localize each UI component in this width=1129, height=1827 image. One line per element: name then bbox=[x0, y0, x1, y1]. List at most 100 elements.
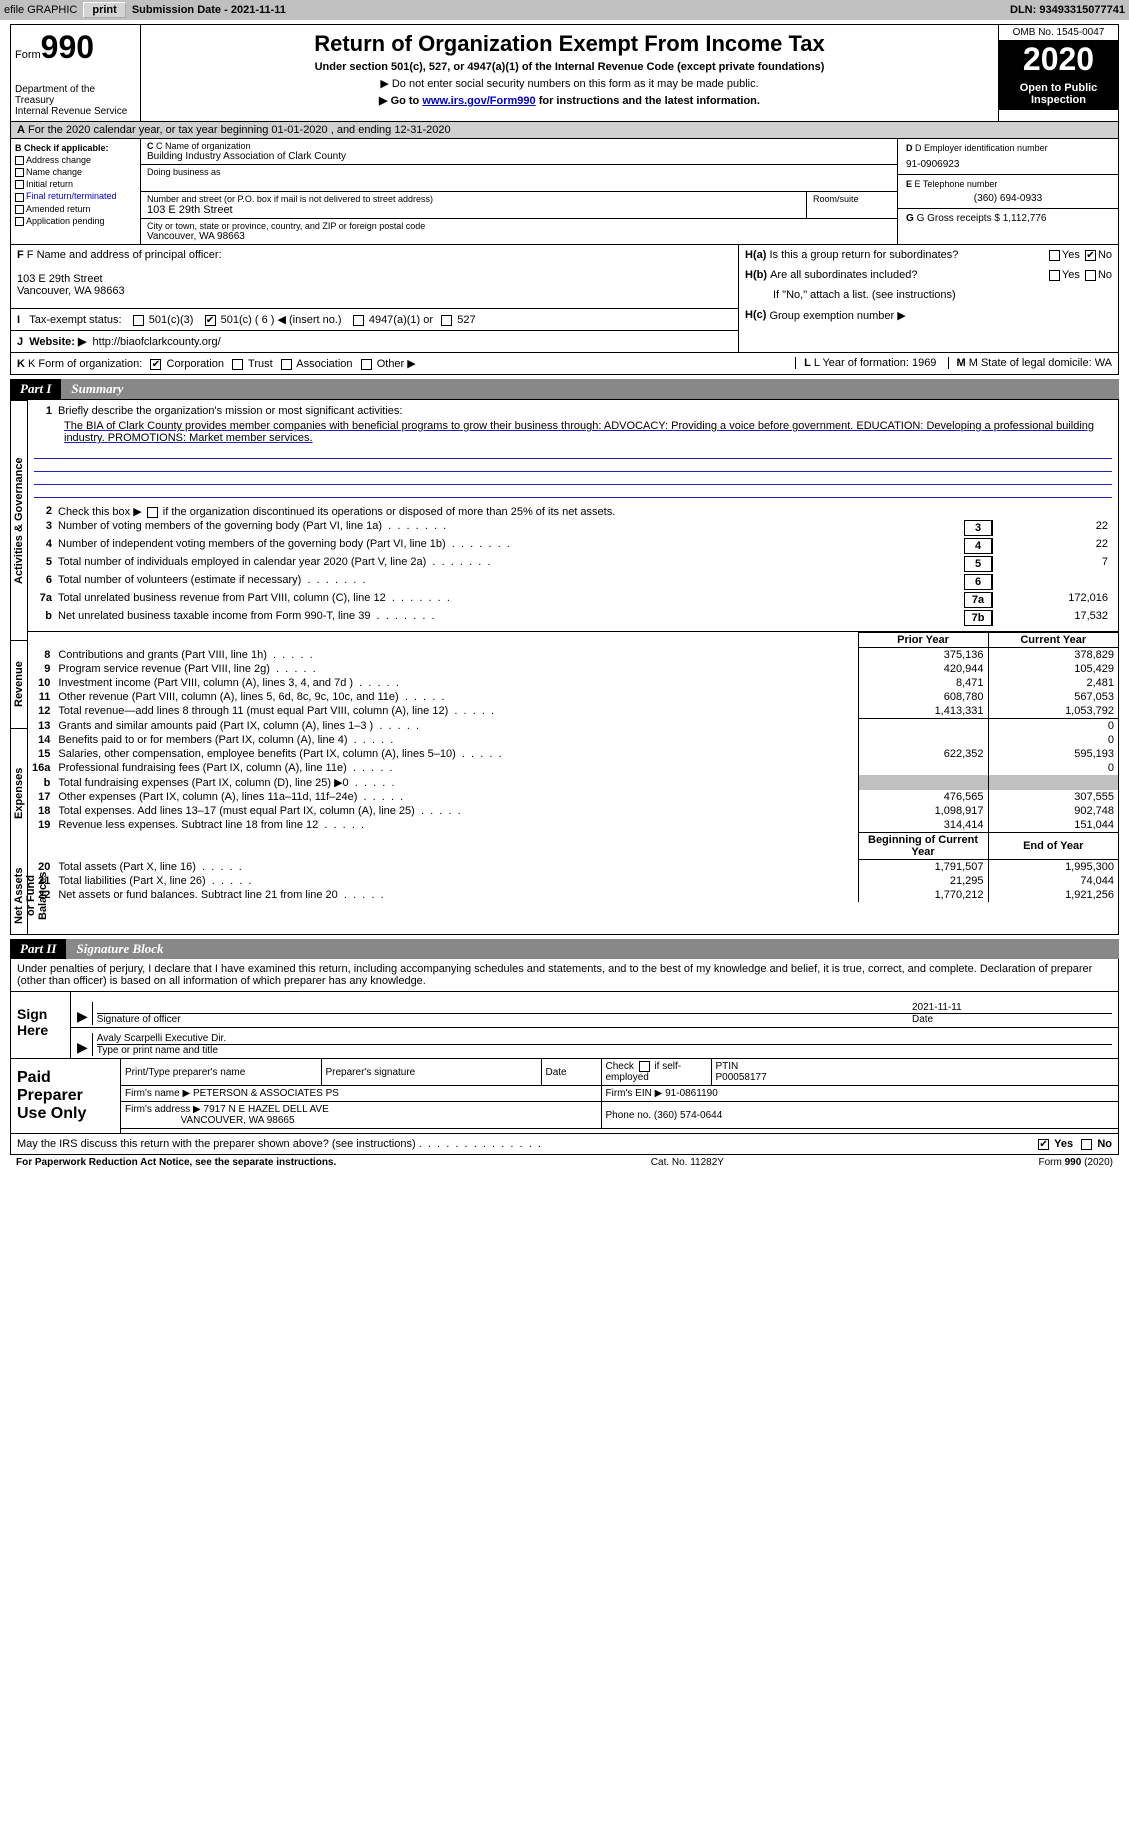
chk-discuss-no[interactable] bbox=[1081, 1139, 1092, 1150]
form-title-block: Return of Organization Exempt From Incom… bbox=[141, 25, 998, 121]
ha-label: Is this a group return for subordinates? bbox=[769, 249, 958, 261]
street-label: Number and street (or P.O. box if mail i… bbox=[147, 194, 800, 204]
fin-row: 10Investment income (Part VIII, column (… bbox=[28, 676, 1118, 690]
form-title: Return of Organization Exempt From Incom… bbox=[151, 31, 988, 57]
chk-ha-no[interactable] bbox=[1085, 250, 1096, 261]
firm-name-label: Firm's name ▶ bbox=[125, 1088, 190, 1099]
fin-row: 16aProfessional fundraising fees (Part I… bbox=[28, 761, 1118, 775]
firm-ein: 91-0861190 bbox=[665, 1088, 718, 1099]
chk-address-change[interactable]: Address change bbox=[15, 155, 136, 165]
footer-right: Form 990 (2020) bbox=[1039, 1157, 1113, 1168]
chk-corp[interactable] bbox=[150, 359, 161, 370]
section-b-label: B Check if applicable: bbox=[15, 143, 109, 153]
tax-year: 2020 bbox=[999, 41, 1118, 78]
omb-number: OMB No. 1545-0047 bbox=[999, 25, 1118, 41]
prep-self-label: Check bbox=[606, 1061, 634, 1072]
fin-row: 11Other revenue (Part VIII, column (A), … bbox=[28, 690, 1118, 704]
chk-hb-no[interactable] bbox=[1085, 270, 1096, 281]
sig-officer-label: Signature of officer bbox=[97, 1014, 912, 1025]
fin-row: 21Total liabilities (Part X, line 26) . … bbox=[28, 874, 1118, 888]
chk-q2[interactable] bbox=[147, 507, 158, 518]
ptin-label: PTIN bbox=[716, 1061, 739, 1072]
section-c: C C Name of organization Building Indust… bbox=[141, 139, 898, 244]
chk-501c[interactable] bbox=[205, 315, 216, 326]
vtab-stack: Activities & Governance Revenue Expenses… bbox=[11, 400, 28, 934]
part1-body: Activities & Governance Revenue Expenses… bbox=[10, 399, 1119, 935]
part1-title: Summary bbox=[61, 379, 1119, 399]
chk-hb-yes[interactable] bbox=[1049, 270, 1060, 281]
phone-label: E Telephone number bbox=[915, 179, 998, 189]
chk-application-pending[interactable]: Application pending bbox=[15, 216, 136, 226]
h-note: If "No," attach a list. (see instruction… bbox=[773, 289, 956, 301]
th-current-year: Current Year bbox=[988, 633, 1118, 648]
footer-left: For Paperwork Reduction Act Notice, see … bbox=[16, 1157, 336, 1168]
street-value: 103 E 29th Street bbox=[147, 204, 800, 216]
hc-pre: H(c) bbox=[745, 309, 766, 322]
part1-header: Part I Summary bbox=[10, 379, 1119, 399]
k-row: K K Form of organization: Corporation Tr… bbox=[10, 353, 1119, 375]
summary-row: 6Total number of volunteers (estimate if… bbox=[34, 573, 1112, 591]
mission-blank-4 bbox=[34, 485, 1112, 498]
financial-table: Prior YearCurrent Year 8Contributions an… bbox=[28, 632, 1118, 902]
firm-phone: (360) 574-0644 bbox=[654, 1110, 722, 1121]
fin-row: 12Total revenue—add lines 8 through 11 (… bbox=[28, 704, 1118, 719]
inspection-label: Open to Public Inspection bbox=[999, 78, 1118, 110]
mission-blank-2 bbox=[34, 459, 1112, 472]
dba-label: Doing business as bbox=[147, 167, 891, 177]
chk-initial-return[interactable]: Initial return bbox=[15, 179, 136, 189]
arrow-icon: ▶ bbox=[77, 1039, 88, 1056]
print-button[interactable]: print bbox=[83, 2, 125, 18]
form-year-block: OMB No. 1545-0047 2020 Open to Public In… bbox=[998, 25, 1118, 121]
part2-title: Signature Block bbox=[66, 939, 1119, 959]
l-value: 1969 bbox=[912, 357, 936, 369]
may-discuss-label: May the IRS discuss this return with the… bbox=[17, 1138, 416, 1150]
dept-label: Department of the Treasury Internal Reve… bbox=[15, 84, 136, 117]
prep-name-label: Print/Type preparer's name bbox=[121, 1059, 321, 1086]
firm-phone-label: Phone no. bbox=[606, 1110, 654, 1121]
chk-527[interactable] bbox=[441, 315, 452, 326]
sign-here-label: Sign Here bbox=[11, 992, 71, 1058]
chk-501c3[interactable] bbox=[133, 315, 144, 326]
officer-label: F Name and address of principal officer: bbox=[27, 249, 222, 261]
m-label: M State of legal domicile: bbox=[969, 357, 1095, 369]
chk-4947[interactable] bbox=[353, 315, 364, 326]
chk-ha-yes[interactable] bbox=[1049, 250, 1060, 261]
prep-sig-label: Preparer's signature bbox=[321, 1059, 541, 1086]
ptin-value: P00058177 bbox=[716, 1072, 767, 1083]
sign-here-block: Sign Here ▶ 2021-11-11 Signature of offi… bbox=[10, 992, 1119, 1059]
firm-name: PETERSON & ASSOCIATES PS bbox=[193, 1088, 339, 1099]
org-name-label: C Name of organization bbox=[156, 141, 251, 151]
irs-link[interactable]: www.irs.gov/Form990 bbox=[422, 95, 535, 107]
org-name: Building Industry Association of Clark C… bbox=[147, 151, 891, 162]
name-title-label: Type or print name and title bbox=[97, 1045, 1112, 1056]
chk-amended[interactable]: Amended return bbox=[15, 204, 136, 214]
hb-pre: H(b) bbox=[745, 269, 767, 281]
website-label: Website: ▶ bbox=[29, 336, 86, 348]
dln: DLN: 93493315077741 bbox=[1010, 4, 1125, 16]
suite-label: Room/suite bbox=[813, 194, 891, 204]
form-header: Form990 Department of the Treasury Inter… bbox=[10, 24, 1119, 122]
sig-date-label: Date bbox=[912, 1014, 1112, 1025]
part2-header: Part II Signature Block bbox=[10, 939, 1119, 959]
fghij-block: F F Name and address of principal office… bbox=[10, 245, 1119, 353]
chk-assoc[interactable] bbox=[281, 359, 292, 370]
sig-date: 2021-11-11 bbox=[912, 1002, 1112, 1013]
chk-other[interactable] bbox=[361, 359, 372, 370]
chk-name-change[interactable]: Name change bbox=[15, 167, 136, 177]
fin-row: bTotal fundraising expenses (Part IX, co… bbox=[28, 775, 1118, 790]
website-value: http://biaofclarkcounty.org/ bbox=[93, 336, 221, 348]
form-label: Form bbox=[15, 49, 41, 61]
form-number: 990 bbox=[41, 29, 94, 65]
chk-final-return[interactable]: Final return/terminated bbox=[15, 191, 136, 201]
chk-trust[interactable] bbox=[232, 359, 243, 370]
fin-row: 18Total expenses. Add lines 13–17 (must … bbox=[28, 804, 1118, 818]
chk-self-employed[interactable] bbox=[639, 1061, 650, 1072]
declaration-text: Under penalties of perjury, I declare th… bbox=[10, 959, 1119, 992]
header-note-2: ▶ Go to www.irs.gov/Form990 for instruct… bbox=[151, 94, 988, 107]
mission-blank-3 bbox=[34, 472, 1112, 485]
q2-post: if the organization discontinued its ope… bbox=[163, 506, 616, 518]
chk-discuss-yes[interactable] bbox=[1038, 1139, 1049, 1150]
th-begin-year: Beginning of Current Year bbox=[858, 833, 988, 860]
summary-row: 3Number of voting members of the governi… bbox=[34, 519, 1112, 537]
top-bar: efile GRAPHIC print Submission Date - 20… bbox=[0, 0, 1129, 20]
